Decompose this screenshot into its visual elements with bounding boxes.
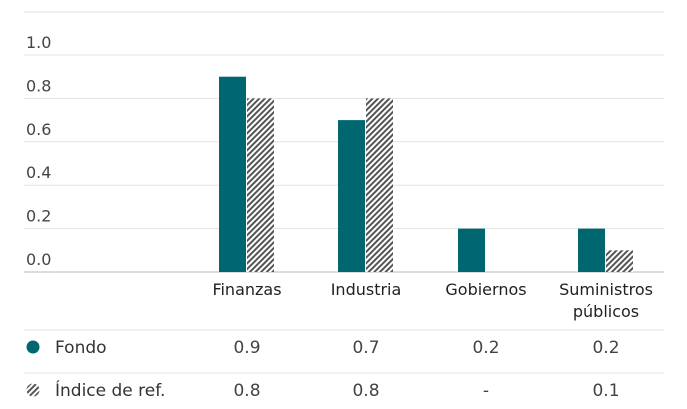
- data-label: 0.7: [352, 338, 379, 358]
- y-tick-label: 0.2: [26, 207, 51, 226]
- data-label: -: [483, 381, 489, 401]
- data-label: 0.2: [592, 338, 619, 358]
- data-label: 0.2: [472, 338, 499, 358]
- category-label: Gobiernos: [445, 280, 526, 299]
- category-label: públicos: [573, 302, 639, 321]
- y-tick-label: 0.6: [26, 120, 51, 139]
- bar-indice-0: [247, 98, 274, 273]
- series-name: Índice de ref.: [55, 379, 165, 401]
- y-axis-ticks: 0.0 0.2 0.4 0.6 0.8 1.0: [26, 33, 51, 269]
- bar-indice-1: [366, 98, 393, 273]
- data-table: Fondo 0.9 0.7 0.2 0.2 Índice de ref. 0.8 0.8 - 0.…: [24, 329, 664, 401]
- category-label: Suministros: [559, 280, 653, 299]
- y-tick-label: 0.0: [26, 250, 51, 269]
- y-tick-label: 0.4: [26, 163, 51, 182]
- data-label: 0.8: [233, 381, 260, 401]
- legend-marker-indice: [26, 383, 40, 397]
- bar-fondo-2: [458, 228, 485, 272]
- bar-fondo-1: [338, 120, 365, 272]
- series-name: Fondo: [55, 338, 107, 358]
- bar-fondo-0: [219, 76, 246, 272]
- bar-fondo-3: [578, 228, 605, 272]
- data-label: 0.1: [592, 381, 619, 401]
- data-label: 0.8: [352, 381, 379, 401]
- bar-indice-3: [606, 250, 633, 272]
- category-label: Industria: [331, 280, 402, 299]
- data-label: 0.9: [233, 338, 260, 358]
- y-tick-label: 0.8: [26, 76, 51, 95]
- bars: [219, 76, 633, 273]
- y-tick-label: 1.0: [26, 33, 51, 52]
- category-label: Finanzas: [212, 280, 281, 299]
- legend-marker-fondo: [26, 340, 40, 354]
- category-labels: Finanzas Industria Gobiernos Suministros púb…: [212, 280, 652, 321]
